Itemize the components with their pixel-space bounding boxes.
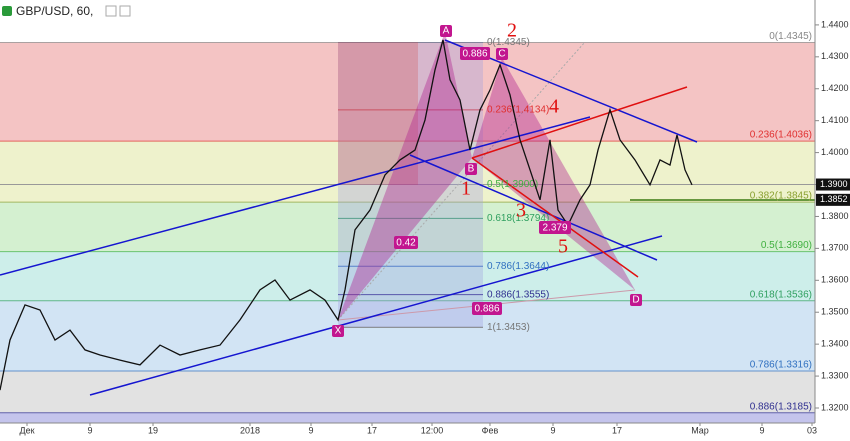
fib-mid-label: 0(1.4345)	[487, 37, 530, 48]
wave-label: 2	[507, 20, 517, 42]
diagonal	[337, 41, 586, 321]
wave-labels: 1 2 3 4 5	[461, 20, 568, 258]
pattern-xab	[338, 32, 472, 320]
chart-title: GBP/USD, 60,	[16, 4, 93, 18]
wave-label: 4	[549, 96, 559, 118]
price-badge	[816, 178, 850, 191]
x-axis-bg	[0, 423, 850, 436]
fib-mid-label: 0.236(1.4134)	[487, 104, 549, 115]
price-series	[0, 39, 693, 391]
ratio-label: 0.42	[396, 238, 416, 249]
y-tick-label: 1.3700	[821, 243, 849, 253]
channel-line	[0, 116, 591, 276]
y-tick-label: 1.3800	[821, 211, 849, 221]
price-badge	[816, 193, 850, 206]
fib-mid-label: 0.886(1.3555)	[487, 289, 549, 300]
y-tick-label: 1.4200	[821, 83, 849, 93]
point-label: D	[632, 295, 639, 306]
toolbar-button[interactable]	[105, 5, 117, 17]
fib-mid-label: 1(1.3453)	[487, 322, 530, 333]
fib-column	[338, 42, 418, 185]
x-tick-label: 12:00	[421, 425, 444, 435]
x-tick-label: Фев	[482, 425, 499, 435]
fib-mid-label: 0.618(1.3794)	[487, 213, 549, 224]
y-tick-label: 1.4400	[821, 19, 849, 29]
fib-label: 0.382(1.3845)	[750, 191, 812, 202]
fib-label: 0.618(1.3536)	[750, 289, 812, 300]
price-badge-label: 1.3900	[820, 179, 848, 189]
x-tick-label: 17	[367, 425, 377, 435]
wave-label: 1	[461, 178, 471, 200]
wave-label: 3	[516, 200, 526, 222]
red-line	[471, 86, 688, 159]
fib-band	[0, 300, 815, 371]
fib-mid-label: 0.786(1.3644)	[487, 261, 549, 272]
red-line	[471, 157, 639, 278]
ratio-label: 0.886	[462, 49, 487, 60]
x-tick-label: Дек	[19, 425, 34, 435]
y-tick-label: 1.3500	[821, 307, 849, 317]
fib-label: 0(1.4345)	[769, 31, 812, 42]
y-tick-label: 1.3300	[821, 370, 849, 380]
ratio-label: 2.379	[542, 223, 567, 234]
fib-bands	[0, 41, 815, 423]
fib-band	[0, 370, 815, 413]
point-label: X	[335, 326, 342, 337]
y-tick-label: 1.4300	[821, 51, 849, 61]
fib-mid-label: 0.5(1.3900)	[487, 179, 538, 190]
fib-label: 0.5(1.3690)	[761, 240, 812, 251]
drawings	[0, 32, 815, 396]
x-tick-label: 9	[550, 425, 555, 435]
x-tick-label: 9	[308, 425, 313, 435]
channel-line	[409, 154, 658, 261]
y-tick-label: 1.3400	[821, 339, 849, 349]
x-tick-label: Мар	[691, 425, 709, 435]
fib-label: 0.786(1.3316)	[750, 360, 812, 371]
x-tick-label: 17	[612, 425, 622, 435]
fib-label: 0.886(1.3185)	[750, 401, 812, 412]
y-tick-label: 1.3200	[821, 402, 849, 412]
wave-label: 5	[558, 236, 568, 258]
price-badge-label: 1.3852	[820, 194, 848, 204]
toolbar-button[interactable]	[119, 5, 131, 17]
fib-band	[0, 141, 815, 203]
point-label: C	[498, 49, 505, 60]
y-tick-label: 1.3600	[821, 275, 849, 285]
price-layer: 0(1.4345) 0.236(1.4134) 0.5(1.3900) 0.618(1…	[0, 37, 693, 391]
fib-band	[0, 42, 815, 142]
y-tick-label: 1.4100	[821, 115, 849, 125]
point-label: A	[443, 26, 450, 37]
fib-label: 0.236(1.4036)	[750, 130, 812, 141]
fib-band	[0, 251, 815, 301]
point-label: B	[468, 164, 475, 175]
axes: 0(1.4345) 0.236(1.4036) 0.382(1.3845) 0.5(1…	[19, 19, 850, 435]
x-tick-label: 19	[148, 425, 158, 435]
ratio-label: 0.886	[474, 304, 499, 315]
x-tick-label: 03	[807, 425, 817, 435]
x-tick-label: 9	[759, 425, 764, 435]
x-tick-label: 9	[87, 425, 92, 435]
y-axis-bg	[815, 0, 850, 436]
pattern-labels: A B C D X 0.42 0.886 0.886 2.379	[332, 25, 642, 337]
x-tick-label: 2018	[240, 425, 260, 435]
channel-line	[89, 235, 663, 396]
fib-band	[0, 412, 815, 423]
y-tick-label: 1.4000	[821, 147, 849, 157]
symbol-icon	[2, 6, 12, 16]
